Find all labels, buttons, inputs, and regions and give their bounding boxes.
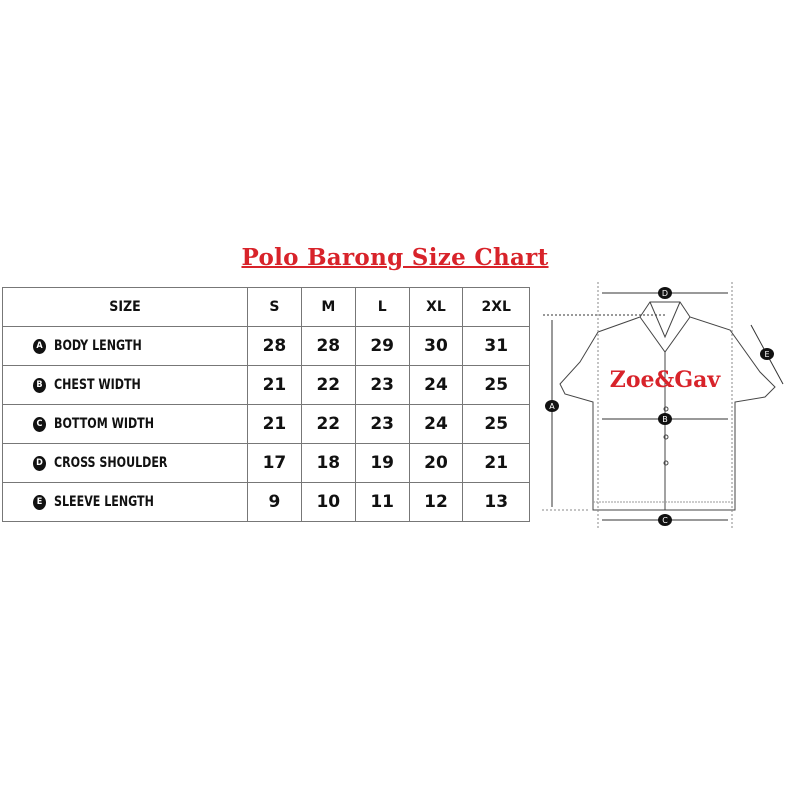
row-label: B CHEST WIDTH	[2, 365, 248, 405]
table-row: B CHEST WIDTH 21 22 23 24 25	[2, 365, 530, 405]
cell-l: 11	[354, 482, 410, 522]
header-size: SIZE	[2, 287, 248, 327]
cell-s: 17	[247, 443, 302, 483]
cell-l: 19	[354, 443, 410, 483]
svg-text:D: D	[662, 289, 668, 298]
cell-xl: 12	[408, 482, 464, 522]
cell-2xl: 13	[462, 482, 530, 522]
cell-2xl: 21	[462, 443, 530, 483]
row-label: D CROSS SHOULDER	[2, 443, 248, 483]
header-s: S	[247, 287, 302, 327]
cell-xl: 24	[408, 404, 464, 444]
cell-s: 28	[247, 326, 302, 366]
cell-m: 28	[300, 326, 356, 366]
header-m: M	[300, 287, 356, 327]
cell-2xl: 31	[462, 326, 530, 366]
marker-badge: E	[33, 494, 46, 510]
cell-m: 10	[300, 482, 356, 522]
row-label-text: SLEEVE LENGTH	[54, 494, 154, 510]
table-row: E SLEEVE LENGTH 9 10 11 12 13	[2, 482, 530, 522]
size-table: SIZE S M L XL 2XL A BODY LENGTH 28 28 29 30 31…	[2, 287, 530, 522]
cell-xl: 30	[408, 326, 464, 366]
cell-2xl: 25	[462, 365, 530, 405]
header-2xl: 2XL	[462, 287, 530, 327]
table-header-row: SIZE S M L XL 2XL	[2, 287, 530, 327]
header-l: L	[354, 287, 410, 327]
header-xl: XL	[408, 287, 464, 327]
row-label-text: BOTTOM WIDTH	[54, 416, 155, 432]
cell-l: 29	[354, 326, 410, 366]
table-row: A BODY LENGTH 28 28 29 30 31	[2, 326, 530, 366]
cell-xl: 24	[408, 365, 464, 405]
marker-badge: D	[33, 455, 46, 471]
marker-badge: C	[33, 416, 46, 432]
row-label: C BOTTOM WIDTH	[2, 404, 248, 444]
cell-s: 9	[247, 482, 302, 522]
cell-m: 22	[300, 404, 356, 444]
row-label: A BODY LENGTH	[2, 326, 248, 366]
row-label-text: BODY LENGTH	[54, 338, 142, 354]
cell-l: 23	[354, 365, 410, 405]
watermark-logo: Zoe&Gav	[610, 367, 722, 393]
marker-c: C	[658, 514, 672, 526]
table-row: D CROSS SHOULDER 17 18 19 20 21	[2, 443, 530, 483]
cell-xl: 20	[408, 443, 464, 483]
marker-e: E	[760, 348, 774, 360]
row-label-text: CHEST WIDTH	[54, 377, 141, 393]
row-label: E SLEEVE LENGTH	[2, 482, 248, 522]
table-row: C BOTTOM WIDTH 21 22 23 24 25	[2, 404, 530, 444]
cell-m: 22	[300, 365, 356, 405]
cell-l: 23	[354, 404, 410, 444]
svg-text:B: B	[662, 415, 668, 424]
marker-badge: A	[33, 338, 46, 354]
shirt-diagram: D A B C E Zoe&Gav	[542, 282, 784, 530]
measure-lines	[542, 282, 784, 530]
marker-d: D	[658, 287, 672, 299]
marker-b: B	[658, 413, 672, 425]
cell-s: 21	[247, 365, 302, 405]
shirt-outline	[559, 301, 776, 511]
chart-title: Polo Barong Size Chart	[241, 244, 549, 271]
cell-2xl: 25	[462, 404, 530, 444]
svg-text:E: E	[764, 350, 769, 359]
cell-s: 21	[247, 404, 302, 444]
svg-text:C: C	[662, 516, 668, 525]
svg-text:A: A	[549, 402, 555, 411]
marker-a: A	[545, 400, 559, 412]
row-label-text: CROSS SHOULDER	[54, 455, 168, 471]
marker-badge: B	[33, 377, 46, 393]
cell-m: 18	[300, 443, 356, 483]
